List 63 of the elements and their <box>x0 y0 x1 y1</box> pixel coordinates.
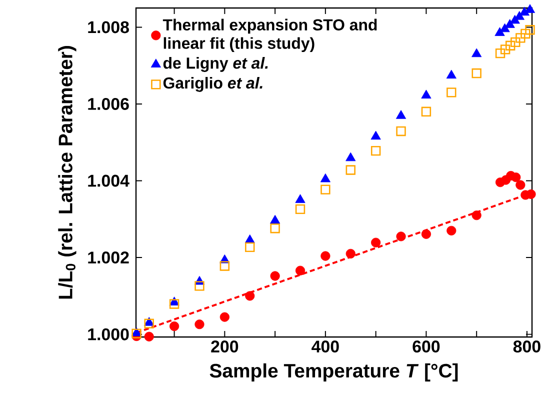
point <box>370 130 381 140</box>
point <box>371 238 381 248</box>
y-axis-title: L/L$_{0}$ (rel. Lattice Parameter) <box>58 46 76 299</box>
point <box>421 106 432 116</box>
point <box>421 90 432 99</box>
point <box>516 180 526 190</box>
point <box>270 224 280 234</box>
point <box>472 210 482 220</box>
point <box>346 152 356 162</box>
point <box>320 251 330 261</box>
point <box>516 33 526 43</box>
point <box>245 291 255 301</box>
point <box>505 40 516 50</box>
point <box>500 44 510 54</box>
point <box>220 261 230 271</box>
point <box>525 25 535 35</box>
x-axis-title: Sample Temperature T [°C] <box>210 363 458 382</box>
point <box>370 146 381 156</box>
x-tick-label: 600 <box>412 340 440 353</box>
x-tick-label: 800 <box>513 340 540 353</box>
point <box>524 4 536 13</box>
point <box>396 232 406 242</box>
point <box>144 332 154 342</box>
point <box>396 126 406 136</box>
y-tick-label: 1.004 <box>88 174 130 187</box>
point <box>446 226 456 236</box>
point <box>396 110 406 119</box>
point <box>320 173 330 182</box>
point <box>169 299 180 309</box>
point <box>194 281 204 291</box>
point <box>220 312 230 322</box>
y-tick-label: 1.000 <box>88 328 129 340</box>
x-tick-label: 200 <box>211 340 238 353</box>
point <box>520 28 530 39</box>
point <box>472 68 482 78</box>
point <box>446 70 456 79</box>
point <box>144 318 154 328</box>
point <box>510 37 520 48</box>
point <box>194 320 204 330</box>
point <box>472 48 482 58</box>
point <box>346 248 356 258</box>
point <box>295 204 306 214</box>
x-tick-label: 400 <box>312 340 339 353</box>
point <box>295 194 306 203</box>
point <box>270 214 280 224</box>
point <box>494 27 505 36</box>
point <box>295 266 306 276</box>
point <box>446 88 456 98</box>
y-tick-label: 1.002 <box>88 252 129 264</box>
y-tick-label: 1.006 <box>88 98 129 110</box>
point <box>526 189 536 199</box>
point <box>169 321 180 332</box>
point <box>511 172 521 182</box>
legend-label: de Ligny et al. <box>163 57 268 72</box>
point <box>346 165 356 175</box>
point <box>421 229 432 239</box>
point <box>270 271 280 281</box>
legend-label: Gariglio et al. <box>163 76 262 92</box>
legend-label: Thermal expansion STO and linear fit (this study) <box>162 18 377 52</box>
point <box>245 242 255 252</box>
point <box>320 184 330 194</box>
y-tick-label: 1.008 <box>88 21 129 34</box>
point <box>495 48 506 58</box>
